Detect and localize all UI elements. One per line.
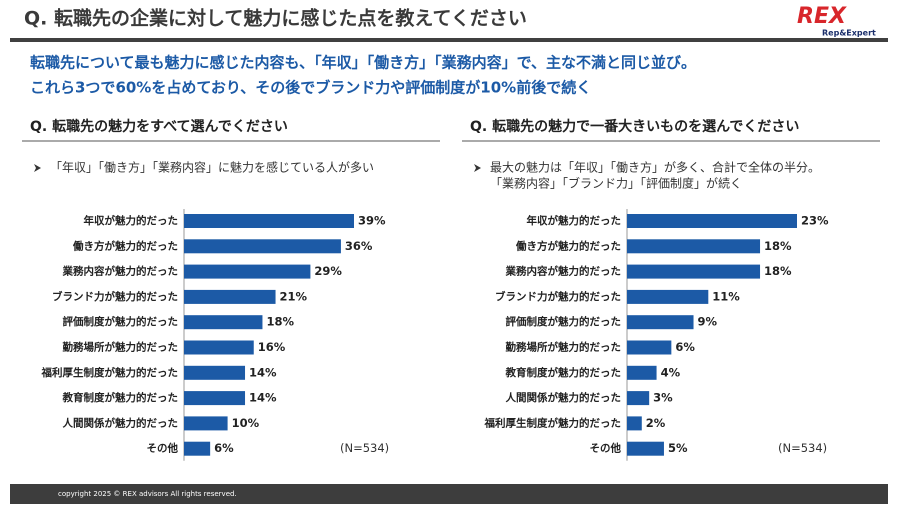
category-label: その他 <box>147 442 179 455</box>
summary-line: これら3つで60%を占めており、その後でブランド力や評価制度が10%前後で続く <box>30 79 591 97</box>
bar <box>184 239 341 254</box>
bar <box>627 365 657 380</box>
value-label: 9% <box>698 315 718 329</box>
category-label: 教育制度が魅力的だった <box>505 366 622 379</box>
bar <box>627 416 642 431</box>
category-label: 福利厚生制度が魅力的だった <box>41 366 179 379</box>
bar <box>627 214 797 228</box>
bar <box>184 365 246 380</box>
logo: REX <box>797 4 847 29</box>
category-label: 教育制度が魅力的だった <box>62 391 179 404</box>
annotation: 最大の魅力は「年収」「働き方」が多く、合計で全体の半分。 <box>490 160 820 175</box>
bullet <box>474 164 481 172</box>
bar <box>184 214 354 228</box>
annotation: 「年収」「働き方」「業務内容」に魅力を感じている人が多い <box>50 160 374 175</box>
value-label: 6% <box>675 340 695 354</box>
bullet <box>34 164 41 172</box>
bar <box>184 264 311 279</box>
value-label: 4% <box>661 365 681 379</box>
bar <box>627 264 761 279</box>
logo-sub: Rep&Expert <box>822 29 876 38</box>
sample-note: (N=534) <box>340 441 389 455</box>
bar <box>627 441 664 456</box>
value-label: 2% <box>646 416 666 430</box>
page-title: Q. 転職先の企業に対して魅力に感じた点を教えてください <box>24 7 527 30</box>
category-label: 年収が魅力的だった <box>84 214 179 227</box>
summary-line: 転職先について最も魅力に感じた内容も、「年収」「働き方」「業務内容」で、主な不満… <box>30 54 696 72</box>
value-label: 18% <box>266 315 294 329</box>
bar <box>184 315 263 330</box>
panel-title: Q. 転職先の魅力で一番大きいものを選んでください <box>470 118 799 135</box>
panel-title: Q. 転職先の魅力をすべて選んでください <box>30 118 288 135</box>
footer-bar <box>10 484 888 504</box>
value-label: 6% <box>214 441 234 455</box>
sample-note: (N=534) <box>778 441 827 455</box>
value-label: 5% <box>668 441 688 455</box>
value-label: 18% <box>764 264 792 278</box>
category-label: 年収が魅力的だった <box>527 214 622 227</box>
bar <box>184 340 254 355</box>
category-label: 人間関係が魅力的だった <box>506 391 622 404</box>
bar <box>627 391 650 406</box>
bar <box>184 416 228 431</box>
value-label: 16% <box>258 340 286 354</box>
category-label: ブランド力が魅力的だった <box>52 290 178 303</box>
bar <box>184 289 276 304</box>
bar <box>627 315 694 330</box>
bar <box>184 391 246 406</box>
bar <box>627 289 709 304</box>
value-label: 18% <box>764 239 792 253</box>
value-label: 14% <box>249 365 277 379</box>
category-label: 福利厚生制度が魅力的だった <box>484 416 622 429</box>
title-rule <box>10 38 888 42</box>
annotation: 「業務内容」「ブランド力」「評価制度」が続く <box>490 176 742 191</box>
value-label: 23% <box>801 214 829 228</box>
value-label: 29% <box>314 264 342 278</box>
category-label: 評価制度が魅力的だった <box>63 315 179 328</box>
value-label: 11% <box>712 289 740 303</box>
category-label: 人間関係が魅力的だった <box>63 416 179 429</box>
footer-text: copyright 2025 © REX advisors All rights… <box>58 490 237 498</box>
category-label: 働き方が魅力的だった <box>515 239 621 252</box>
bar <box>627 340 672 355</box>
value-label: 36% <box>345 239 373 253</box>
value-label: 14% <box>249 391 277 405</box>
category-label: 業務内容が魅力的だった <box>505 265 622 278</box>
category-label: 業務内容が魅力的だった <box>62 265 179 278</box>
value-label: 3% <box>653 391 673 405</box>
category-label: ブランド力が魅力的だった <box>495 290 621 303</box>
bar <box>627 239 761 254</box>
value-label: 21% <box>280 289 308 303</box>
bar <box>184 441 211 456</box>
value-label: 10% <box>232 416 260 430</box>
category-label: 働き方が魅力的だった <box>72 239 178 252</box>
category-label: 勤務場所が魅力的だった <box>63 341 179 354</box>
category-label: その他 <box>590 442 622 455</box>
category-label: 勤務場所が魅力的だった <box>506 341 622 354</box>
value-label: 39% <box>358 214 386 228</box>
category-label: 評価制度が魅力的だった <box>506 315 622 328</box>
